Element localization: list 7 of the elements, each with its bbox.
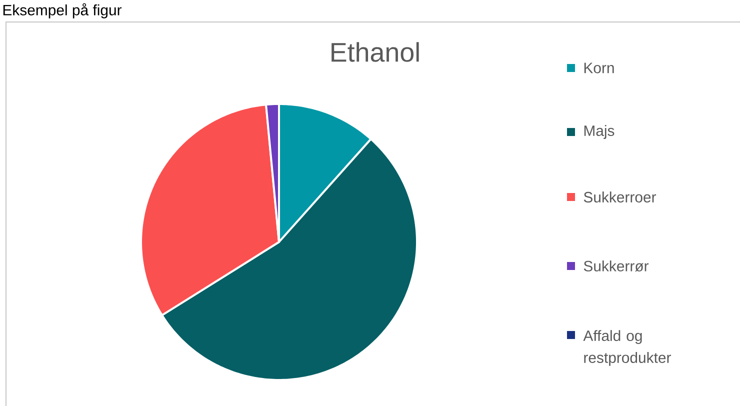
text: Eksempel på figur xyxy=(3,3,122,18)
legend-label: Majs xyxy=(584,125,614,139)
legend-label: Affald og restprodukter xyxy=(583,330,671,366)
chart-title: Ethanol xyxy=(332,42,419,62)
legend-label: Korn xyxy=(584,62,614,74)
legend-label: Sukkerrør xyxy=(584,260,649,272)
legend-label: Sukkerroer xyxy=(584,192,656,202)
